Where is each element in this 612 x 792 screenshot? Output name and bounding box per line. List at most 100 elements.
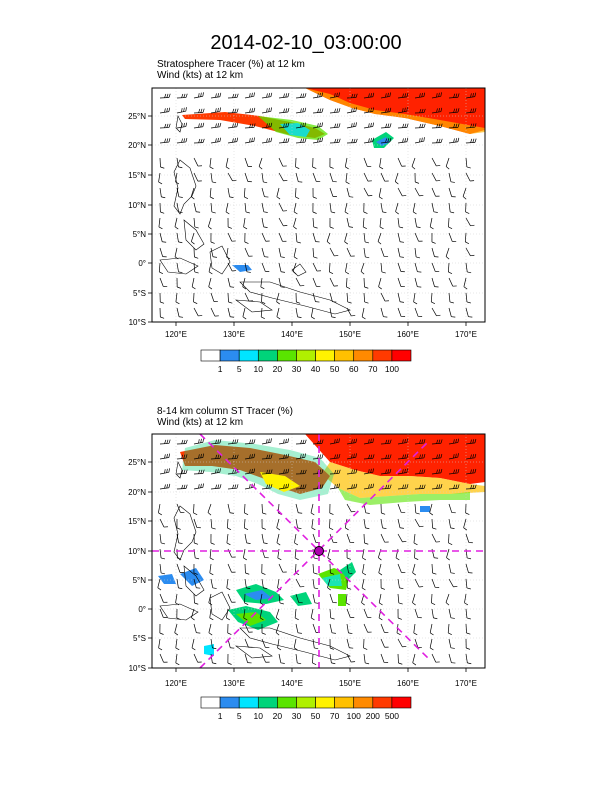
wind-barb-flag [166,484,169,489]
wind-barb-flag [395,211,399,215]
wind-barb-flag [338,483,341,488]
wind-barb-shaft [295,623,299,633]
wind-barb-flag [319,108,322,113]
wind-barb-flag [215,484,217,489]
wind-barb-flag [251,108,254,113]
wind-barb-flag [423,439,426,444]
wind-barb-flag [166,453,168,458]
wind-barb-shaft [210,111,220,114]
wind-barb-shaft [244,472,254,475]
wind-barb-flag [385,454,388,459]
wind-barb-shaft [174,623,178,633]
wind-barb-shaft [295,141,305,144]
wind-barb-shaft [227,292,229,303]
wind-barb-flag [181,138,183,143]
wind-barb-flag [431,301,436,305]
wind-barb-flag [365,662,370,665]
colorbar-label: 70 [368,364,378,374]
wind-barb-shaft [379,217,382,227]
wind-barb-flag [470,439,472,444]
wind-barb-flag [334,439,336,444]
wind-barb-shaft [362,563,365,573]
wind-barb-shaft [225,202,229,212]
wind-barb-flag [215,108,217,113]
wind-barb-shaft [176,157,179,167]
wind-barb-shaft [157,578,161,588]
wind-barb-flag [178,241,183,244]
wind-barb-shaft [431,533,437,543]
wind-barb-shaft [193,518,198,528]
wind-barb-flag [445,256,450,260]
wind-barb-flag [319,484,322,489]
wind-barb-shaft [429,623,433,633]
wind-barb-flag [217,454,220,459]
wind-barb-shaft [363,487,373,490]
wind-barb-shaft [329,202,332,212]
wind-barb-flag [215,93,217,98]
wind-barb-flag [368,108,370,113]
wind-barb-shaft [261,578,264,588]
wind-barb-flag [319,137,321,142]
wind-barb-shaft [261,126,271,129]
wind-barb-flag [261,632,266,635]
wind-barb-flag [413,632,418,636]
wind-barb-shaft [193,172,199,182]
wind-barb-flag [244,512,249,515]
wind-barb-shaft [346,487,356,490]
wind-barb-flag [387,469,390,474]
wind-barb-shaft [465,262,468,272]
wind-barb-shaft [295,653,298,663]
wind-barb-flag [398,602,403,605]
wind-barb-flag [321,469,324,474]
wind-barb-flag [438,123,441,128]
wind-barb-shaft [210,172,213,182]
wind-barb-flag [283,108,285,113]
wind-barb-flag [215,469,217,474]
wind-barb-shaft [448,563,452,573]
wind-barb-flag [372,137,375,142]
wind-barb-shaft [465,96,475,99]
wind-barb-flag [338,108,341,113]
wind-barb-shaft [261,441,271,445]
wind-barb-flag [334,108,336,113]
wind-barb-flag [198,439,200,444]
wind-barb-flag [470,108,472,113]
wind-barb-shaft [414,277,418,287]
wind-barb-shaft [158,172,161,182]
lon-label: 130°E [223,679,245,688]
lon-label: 130°E [223,330,245,339]
wind-barb-shaft [312,638,315,648]
wind-barb-flag [321,122,323,127]
wind-barb-shaft [295,563,297,574]
wind-barb-shaft [329,518,331,529]
wind-barb-flag [270,469,273,474]
wind-barb-shaft [465,578,468,588]
wind-barb-shaft [159,443,170,445]
wind-barb-shaft [278,563,284,573]
wind-barb-shaft [278,126,288,129]
colorbar-label: 10 [254,364,264,374]
wind-barb-flag [455,438,457,443]
wind-barb-flag [200,453,202,458]
wind-barb-flag [219,92,222,97]
wind-barb-shaft [294,548,297,558]
wind-barb-flag [453,585,458,588]
wind-barb-shaft [465,111,475,114]
colorbar-label: 40 [311,364,321,374]
wind-barb-flag [399,587,404,590]
wind-barb-flag [292,271,297,275]
wind-barb-flag [158,512,163,516]
wind-barb-flag [280,256,285,258]
wind-barb-flag [467,662,472,665]
wind-barb-shaft [191,638,195,648]
wind-barb-shaft [193,457,203,460]
wind-barb-shaft [465,307,469,317]
wind-barb-flag [474,138,477,143]
wind-barb-shaft [193,442,203,445]
wind-barb-flag [293,226,297,230]
wind-barb-shaft [210,471,220,475]
wind-barb-shaft [397,638,403,648]
wind-barb-flag [251,137,253,142]
wind-barb-shaft [380,638,385,648]
wind-barb-shaft [278,472,288,475]
